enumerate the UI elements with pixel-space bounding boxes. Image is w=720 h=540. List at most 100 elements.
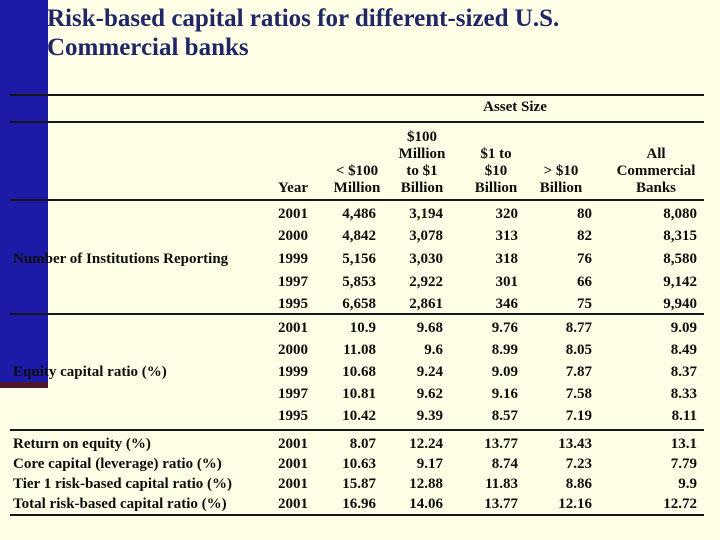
column-header-line: Commercial: [616, 163, 696, 179]
value-cell: 13.1: [670, 435, 697, 452]
value-cell: 318: [495, 250, 519, 267]
year-cell: 1997: [278, 273, 308, 290]
value-cell: 8.11: [671, 408, 697, 425]
row-label: Tier 1 risk-based capital ratio (%): [13, 475, 233, 492]
year-cell: 2001: [278, 435, 308, 452]
value-cell: 75: [577, 296, 592, 313]
table-rule: [10, 514, 704, 516]
left-accent-bar: [0, 0, 48, 382]
value-cell: 6,658: [342, 296, 376, 313]
table-row: Return on equity (%) 2001 8.07 12.24 13.77 13…: [0, 434, 720, 454]
value-cell: 2,922: [409, 273, 443, 290]
row-label: Return on equity (%): [13, 435, 151, 452]
value-cell: 8.57: [491, 408, 518, 425]
column-header-line: Billion: [400, 180, 444, 196]
value-cell: 8,315: [663, 228, 697, 245]
table-row: 1995 10.42 9.39 8.57 7.19 8.11: [0, 406, 720, 428]
value-cell: 12.16: [558, 495, 592, 512]
year-cell: 2001: [278, 495, 308, 512]
value-cell: 9.39: [416, 408, 443, 425]
value-cell: 8.77: [565, 319, 592, 336]
column-header: All Commercial Banks: [608, 146, 704, 197]
column-header: $1 to $10 Billion: [459, 146, 533, 197]
row-label: Total risk-based capital ratio (%): [13, 495, 227, 512]
column-header: > $10 Billion: [524, 163, 598, 197]
table-rule: [10, 94, 704, 96]
value-cell: 9.16: [491, 386, 518, 403]
table-row: 1997 10.81 9.62 9.16 7.58 8.33: [0, 384, 720, 406]
value-cell: 8.99: [491, 341, 518, 358]
year-cell: 1995: [278, 296, 308, 313]
value-cell: 8.37: [670, 363, 697, 380]
value-cell: 12.88: [409, 475, 443, 492]
value-cell: 320: [495, 205, 519, 222]
value-cell: 8.05: [565, 341, 592, 358]
value-cell: 10.42: [342, 408, 376, 425]
value-cell: 346: [495, 296, 519, 313]
value-cell: 4,486: [342, 205, 376, 222]
year-cell: 1999: [278, 363, 308, 380]
value-cell: 13.77: [484, 435, 518, 452]
column-header: < $100 Million: [320, 163, 394, 197]
year-cell: 1995: [278, 408, 308, 425]
value-cell: 8.49: [670, 341, 697, 358]
value-cell: 4,842: [342, 228, 376, 245]
table-rule: [10, 429, 704, 431]
value-cell: 66: [577, 273, 592, 290]
value-cell: 3,030: [409, 250, 443, 267]
value-cell: 10.68: [342, 363, 376, 380]
value-cell: 7.79: [670, 455, 697, 472]
table-row: 2000 11.08 9.6 8.99 8.05 8.49: [0, 339, 720, 361]
value-cell: 7.87: [565, 363, 592, 380]
table-row: 2001 10.9 9.68 9.76 8.77 9.09: [0, 317, 720, 339]
value-cell: 9,940: [663, 296, 697, 313]
column-header-line: Year: [278, 180, 308, 196]
year-cell: 2000: [278, 341, 308, 358]
value-cell: 7.58: [565, 386, 592, 403]
value-cell: 8.74: [491, 455, 518, 472]
maroon-accent-strip: [0, 382, 48, 388]
value-cell: 12.24: [409, 435, 443, 452]
table-rule: [10, 313, 704, 315]
value-cell: 8.07: [349, 435, 376, 452]
value-cell: 7.19: [565, 408, 592, 425]
row-group-label: Equity capital ratio (%): [13, 363, 167, 380]
table-section: Equity capital ratio (%) 2001 10.9 9.68 9.76…: [0, 317, 720, 428]
table-column-headers: Year < $100 Million $100 Million to $1 Billion…: [0, 126, 720, 198]
value-cell: 9.76: [491, 319, 518, 336]
column-header-line: < $100: [335, 163, 379, 179]
value-cell: 9.09: [491, 363, 518, 380]
value-cell: 9,142: [663, 273, 697, 290]
asset-size-span-header: Asset Size: [483, 99, 547, 115]
table-row: Total risk-based capital ratio (%) 2001 16…: [0, 494, 720, 514]
value-cell: 7.23: [565, 455, 592, 472]
value-cell: 10.63: [342, 455, 376, 472]
value-cell: 3,194: [409, 205, 443, 222]
value-cell: 8,580: [663, 250, 697, 267]
year-cell: 1997: [278, 386, 308, 403]
value-cell: 9.6: [424, 341, 443, 358]
value-cell: 9.68: [416, 319, 443, 336]
table-row: 2001 4,486 3,194 320 80 8,080: [0, 203, 720, 226]
column-header-line: to $1: [406, 163, 438, 179]
value-cell: 16.96: [342, 495, 376, 512]
column-header-line: $10: [484, 163, 508, 179]
value-cell: 10.81: [342, 386, 376, 403]
column-header-line: Billion: [539, 180, 583, 196]
value-cell: 8,080: [663, 205, 697, 222]
column-header: $100 Million to $1 Billion: [385, 129, 459, 197]
year-cell: 2001: [278, 205, 308, 222]
column-header-line: $100: [407, 129, 437, 145]
slide-title: Risk-based capital ratios for different-…: [47, 5, 560, 61]
value-cell: 9.9: [678, 475, 697, 492]
value-cell: 9.17: [416, 455, 443, 472]
value-cell: 9.09: [670, 319, 697, 336]
table-row: Core capital (leverage) ratio (%) 2001 10.…: [0, 454, 720, 474]
value-cell: 8.86: [565, 475, 592, 492]
table-section: Return on equity (%) 2001 8.07 12.24 13.77 13…: [0, 434, 720, 514]
value-cell: 10.9: [349, 319, 376, 336]
table-row: 1995 6,658 2,861 346 75 9,940: [0, 293, 720, 316]
value-cell: 5,853: [342, 273, 376, 290]
row-label: Core capital (leverage) ratio (%): [13, 455, 222, 472]
